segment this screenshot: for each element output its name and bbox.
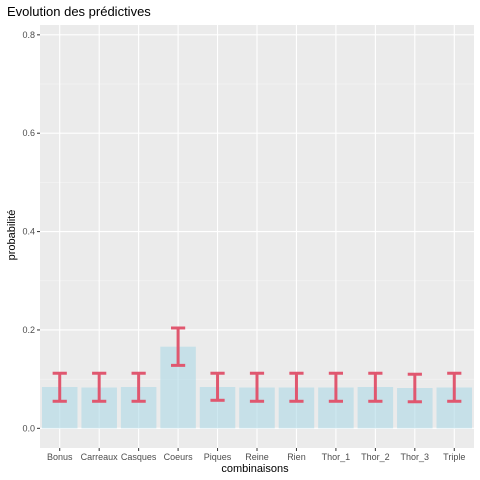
x-tick-label: Bonus [47,452,73,462]
error-bar-thor_3 [407,372,422,404]
x-tick-label: Thor_2 [361,452,390,462]
y-tick-label: 0.2 [22,325,35,335]
y-axis-ticks: 0.0 0.2 0.4 0.6 0.8 [22,30,40,433]
error-bar-casques [131,371,146,403]
error-bar-rien [289,371,304,403]
y-tick-label: 0.8 [22,30,35,40]
x-tick-label: Casques [121,452,157,462]
bars [41,346,473,429]
x-axis-title: combinaisons [221,463,289,475]
x-tick-label: Thor_3 [401,452,430,462]
error-bar-thor_1 [328,371,344,403]
x-axis-ticks: Bonus Carreaux Casques Coeurs Piques Reine Rie… [47,448,465,462]
y-tick-label: 0.4 [22,227,35,237]
error-bar-bonus [52,371,67,403]
error-bar-piques [210,371,225,402]
error-bar-triple [447,371,462,403]
error-bar-thor_2 [368,371,383,403]
chart-title: Evolution des prédictives [7,4,151,19]
x-tick-label: Rien [287,452,306,462]
y-tick-label: 0.6 [22,128,35,138]
error-bar-carreaux [92,371,107,403]
error-bar-coeurs [170,326,186,367]
y-tick-label: 0.0 [22,423,35,433]
x-tick-label: Coeurs [164,452,194,462]
x-tick-label: Thor_1 [322,452,351,462]
y-axis-title: probabilité [6,210,18,261]
x-tick-label: Carreaux [81,452,119,462]
error-bar-reine [249,371,265,403]
x-tick-label: Piques [204,452,232,462]
x-tick-label: Triple [443,452,465,462]
x-tick-label: Reine [245,452,269,462]
error-bars [52,326,462,404]
